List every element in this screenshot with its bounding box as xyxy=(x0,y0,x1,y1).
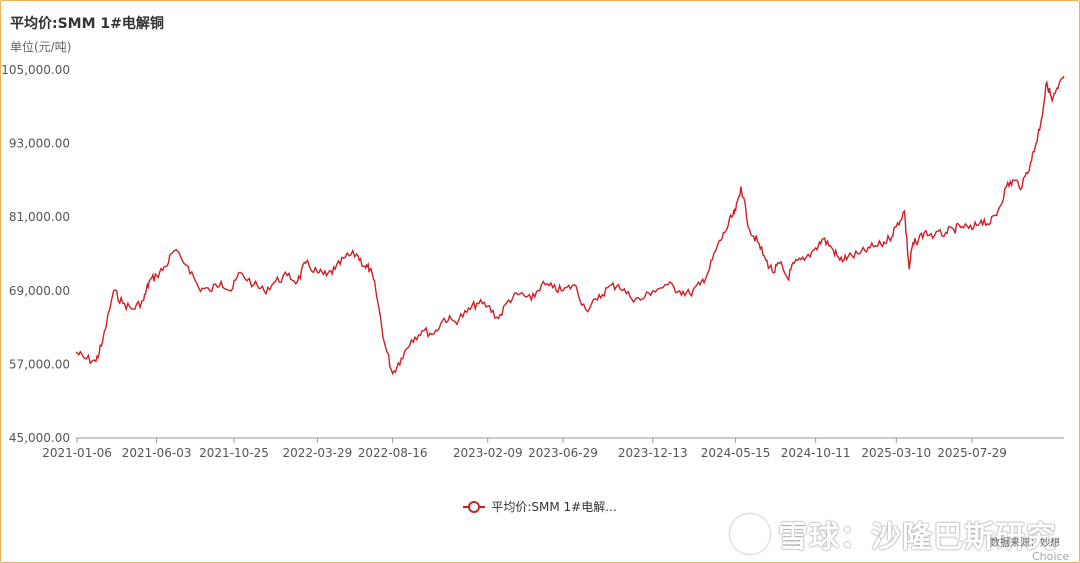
x-tick-label: 2023-12-13 xyxy=(618,446,688,460)
x-tick-label: 2021-01-06 xyxy=(42,446,112,460)
x-tick-label: 2025-03-10 xyxy=(861,446,931,460)
y-axis-unit-label: 单位(元/吨) xyxy=(10,40,72,54)
y-tick-label: 81,000.00 xyxy=(9,210,70,224)
legend[interactable]: 平均价:SMM 1#电解... xyxy=(0,498,1080,516)
watermark: 雪球：沙隆巴斯研究 xyxy=(730,512,1057,556)
y-tick-label: 57,000.00 xyxy=(9,357,70,371)
snowball-logo-icon xyxy=(730,514,770,554)
data-source-brand: Choice xyxy=(1032,550,1070,563)
x-tick-label: 2023-02-09 xyxy=(453,446,523,460)
y-tick-label: 93,000.00 xyxy=(9,137,70,151)
x-tick-label: 2024-05-15 xyxy=(701,446,771,460)
chart-title: 平均价:SMM 1#电解铜 xyxy=(10,16,164,32)
y-tick-label: 45,000.00 xyxy=(9,431,70,445)
x-tick-label: 2022-08-16 xyxy=(358,446,428,460)
x-tick-label: 2022-03-29 xyxy=(282,446,352,460)
x-tick-label: 2021-10-25 xyxy=(199,446,269,460)
x-tick-label: 2023-06-29 xyxy=(528,446,598,460)
data-source-text: 数据来源：妙想 xyxy=(990,538,1060,549)
series-line xyxy=(75,75,1065,376)
y-tick-label: 69,000.00 xyxy=(9,284,70,298)
legend-marker-icon xyxy=(463,500,486,513)
watermark-text: 雪球：沙隆巴斯研究 xyxy=(778,520,1057,555)
x-tick-label: 2025-07-29 xyxy=(937,446,1007,460)
x-tick-label: 2021-06-03 xyxy=(122,446,192,460)
x-tick-label: 2024-10-11 xyxy=(781,446,851,460)
y-tick-label: 105,000.00 xyxy=(1,63,70,77)
legend-label: 平均价:SMM 1#电解... xyxy=(491,500,617,514)
